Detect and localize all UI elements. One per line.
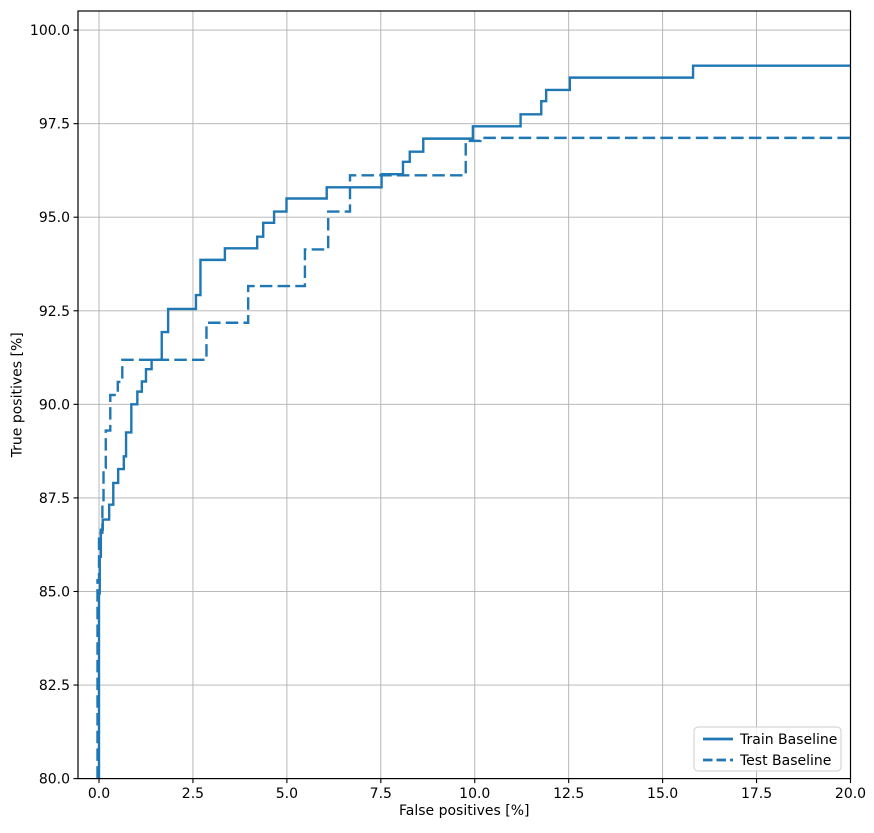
x-tick-label: 15.0 bbox=[647, 786, 678, 802]
y-tick-label: 95.0 bbox=[39, 210, 70, 226]
legend-label: Train Baseline bbox=[739, 732, 837, 748]
x-tick-label: 20.0 bbox=[835, 786, 866, 802]
x-tick-label: 7.5 bbox=[370, 786, 392, 802]
test-baseline-line bbox=[96, 136, 851, 779]
y-tick-label: 92.5 bbox=[39, 304, 70, 320]
plot-border bbox=[77, 10, 852, 780]
y-tick-label: 97.5 bbox=[39, 117, 70, 133]
y-tick-label: 87.5 bbox=[39, 491, 70, 507]
axis-ticks: 0.0 2.5 5.0 7.5 10.0 12.5 15.0 17.5 20.0 80.0 82.5… bbox=[30, 23, 866, 802]
legend-entry-test-baseline: Test Baseline bbox=[703, 753, 831, 769]
x-tick-label: 17.5 bbox=[741, 786, 772, 802]
y-tick-label: 82.5 bbox=[39, 678, 70, 694]
x-axis-label: False positives [%] bbox=[399, 803, 529, 819]
y-axis-label: True positives [%] bbox=[10, 332, 26, 458]
y-tick-label: 80.0 bbox=[39, 772, 70, 788]
legend: Train Baseline Test Baseline bbox=[693, 726, 842, 772]
x-tick-label: 10.0 bbox=[459, 786, 490, 802]
y-tick-label: 85.0 bbox=[39, 584, 70, 600]
legend-label: Test Baseline bbox=[739, 753, 831, 769]
y-tick-label: 90.0 bbox=[39, 397, 70, 413]
series-group bbox=[96, 64, 851, 779]
x-tick-label: 12.5 bbox=[553, 786, 584, 802]
x-tick-label: 2.5 bbox=[182, 786, 204, 802]
train-baseline-line bbox=[97, 64, 851, 779]
x-tick-label: 0.0 bbox=[88, 786, 110, 802]
legend-entry-train-baseline: Train Baseline bbox=[703, 732, 837, 748]
y-tick-label: 100.0 bbox=[30, 23, 70, 39]
x-tick-label: 5.0 bbox=[276, 786, 298, 802]
